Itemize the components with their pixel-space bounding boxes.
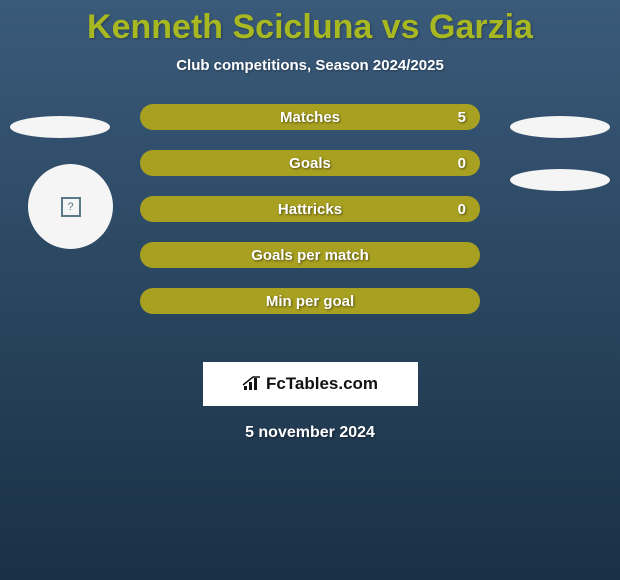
subtitle: Club competitions, Season 2024/2025: [0, 57, 620, 74]
stat-label: Goals per match: [251, 247, 369, 264]
source-logo: FcTables.com: [203, 362, 418, 406]
stats-area: ? Matches 5 Goals 0 Hattricks 0 Goals pe…: [0, 104, 620, 354]
date: 5 november 2024: [0, 424, 620, 442]
avatar-placeholder-icon: ?: [61, 197, 81, 217]
chart-icon: [242, 376, 262, 392]
stat-row-matches: Matches 5: [140, 104, 480, 130]
decoration-ellipse: [510, 169, 610, 191]
stat-value: 0: [458, 155, 466, 172]
decoration-ellipse: [10, 116, 110, 138]
stat-label: Goals: [289, 155, 331, 172]
stat-row-goals: Goals 0: [140, 150, 480, 176]
stat-rows: Matches 5 Goals 0 Hattricks 0 Goals per …: [140, 104, 480, 334]
logo-text: FcTables.com: [266, 374, 378, 394]
stat-label: Matches: [280, 109, 340, 126]
stat-label: Min per goal: [266, 293, 354, 310]
stat-row-min-per-goal: Min per goal: [140, 288, 480, 314]
stat-row-goals-per-match: Goals per match: [140, 242, 480, 268]
page-title: Kenneth Scicluna vs Garzia: [0, 0, 620, 47]
avatar: ?: [28, 164, 113, 249]
stat-value: 0: [458, 201, 466, 218]
stat-label: Hattricks: [278, 201, 342, 218]
stat-value: 5: [458, 109, 466, 126]
decoration-ellipse: [510, 116, 610, 138]
stat-row-hattricks: Hattricks 0: [140, 196, 480, 222]
